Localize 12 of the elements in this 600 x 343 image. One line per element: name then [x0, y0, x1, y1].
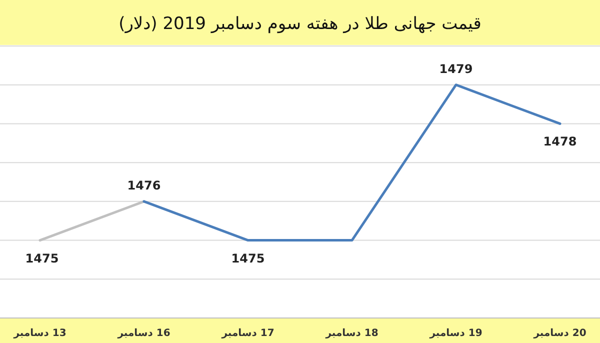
data-label: 1479 [439, 62, 473, 76]
data-label: 1475 [25, 251, 59, 266]
x-tick-label: 18 دسامبر [324, 328, 378, 339]
chart-title: قیمت جهانی طلا در هفته سوم دسامبر 2019 (دلار) [118, 14, 482, 34]
x-tick-label: 17 دسامبر [220, 328, 274, 339]
data-label: 1476 [127, 178, 161, 192]
data-label: 1475 [231, 251, 265, 266]
x-tick-label: 13 دسامبر [12, 328, 66, 339]
x-tick-label: 19 دسامبر [428, 328, 482, 339]
data-label: 1478 [543, 134, 577, 149]
x-tick-label: 16 دسامبر [116, 328, 170, 339]
x-tick-label: 20 دسامبر [532, 328, 586, 339]
